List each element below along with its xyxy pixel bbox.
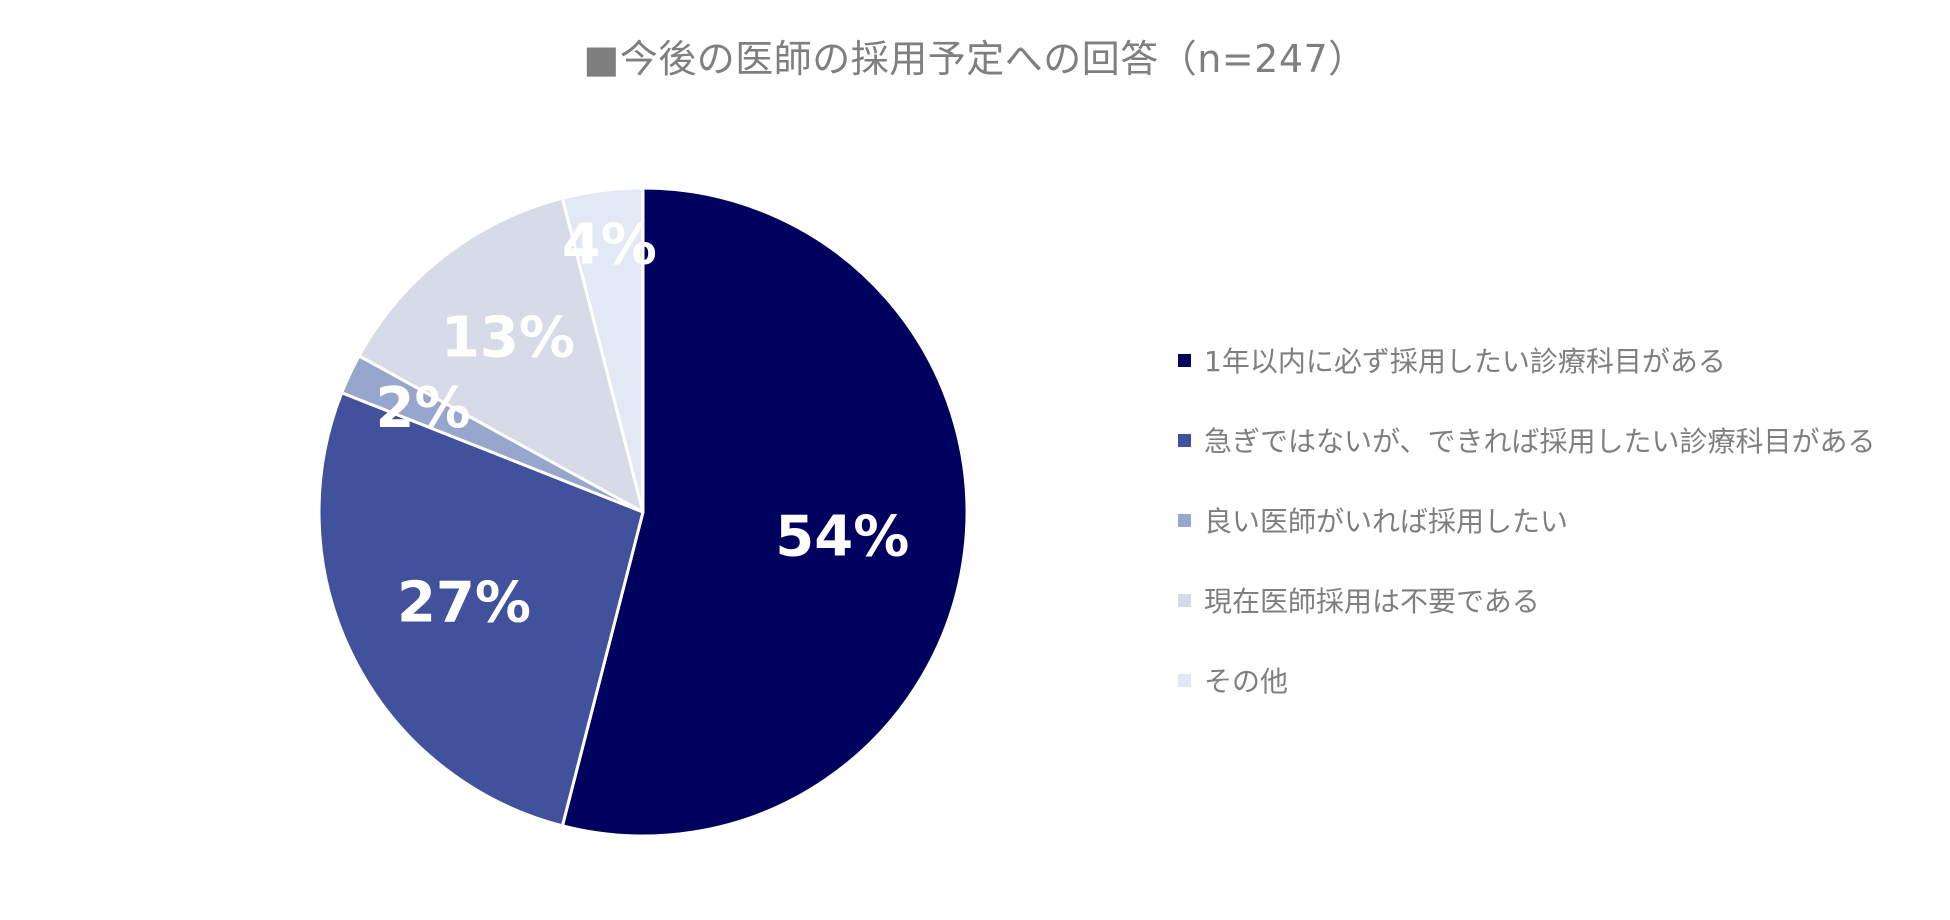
data-label-3: 2% [376,376,471,441]
legend-item-4: 現在医師採用は不要である [1178,560,1948,640]
pie-slice-1 [560,186,969,838]
pie-slices [317,186,969,838]
pie-slice-4 [357,196,645,514]
legend-swatch-icon [1178,593,1191,607]
legend-swatch-icon [1178,513,1191,527]
data-label-5: 4% [562,213,657,278]
legend-swatch-icon [1178,433,1191,447]
legend-item-3: 良い医師がいれば採用したい [1178,480,1948,560]
legend-item-1: 1年以内に必ず採用したい診療科目がある [1178,320,1948,400]
data-label-1: 54% [775,505,909,570]
legend-label: 急ぎではないが、できれば採用したい診療科目がある [1204,425,1876,458]
legend: 1年以内に必ず採用したい診療科目がある急ぎではないが、できれば採用したい診療科目… [1178,320,1948,720]
legend-swatch-icon [1178,673,1191,687]
data-label-2: 27% [397,571,531,636]
data-label-4: 13% [441,305,575,370]
legend-swatch-icon [1178,353,1191,367]
pie-data-labels: 54% 27% 2%13% 4% [376,213,910,636]
pie-slice-5 [560,186,645,514]
legend-label: 良い医師がいれば採用したい [1204,505,1569,538]
legend-label: その他 [1204,665,1289,698]
legend-label: 現在医師採用は不要である [1204,585,1540,618]
legend-label: 1年以内に必ず採用したい診療科目がある [1204,345,1726,378]
legend-item-5: その他 [1178,640,1948,720]
pie-slice-2 [317,391,645,828]
chart-title: ■今後の医師の採用予定への回答（n=247） [583,37,1367,81]
legend-item-2: 急ぎではないが、できれば採用したい診療科目がある [1178,400,1948,480]
